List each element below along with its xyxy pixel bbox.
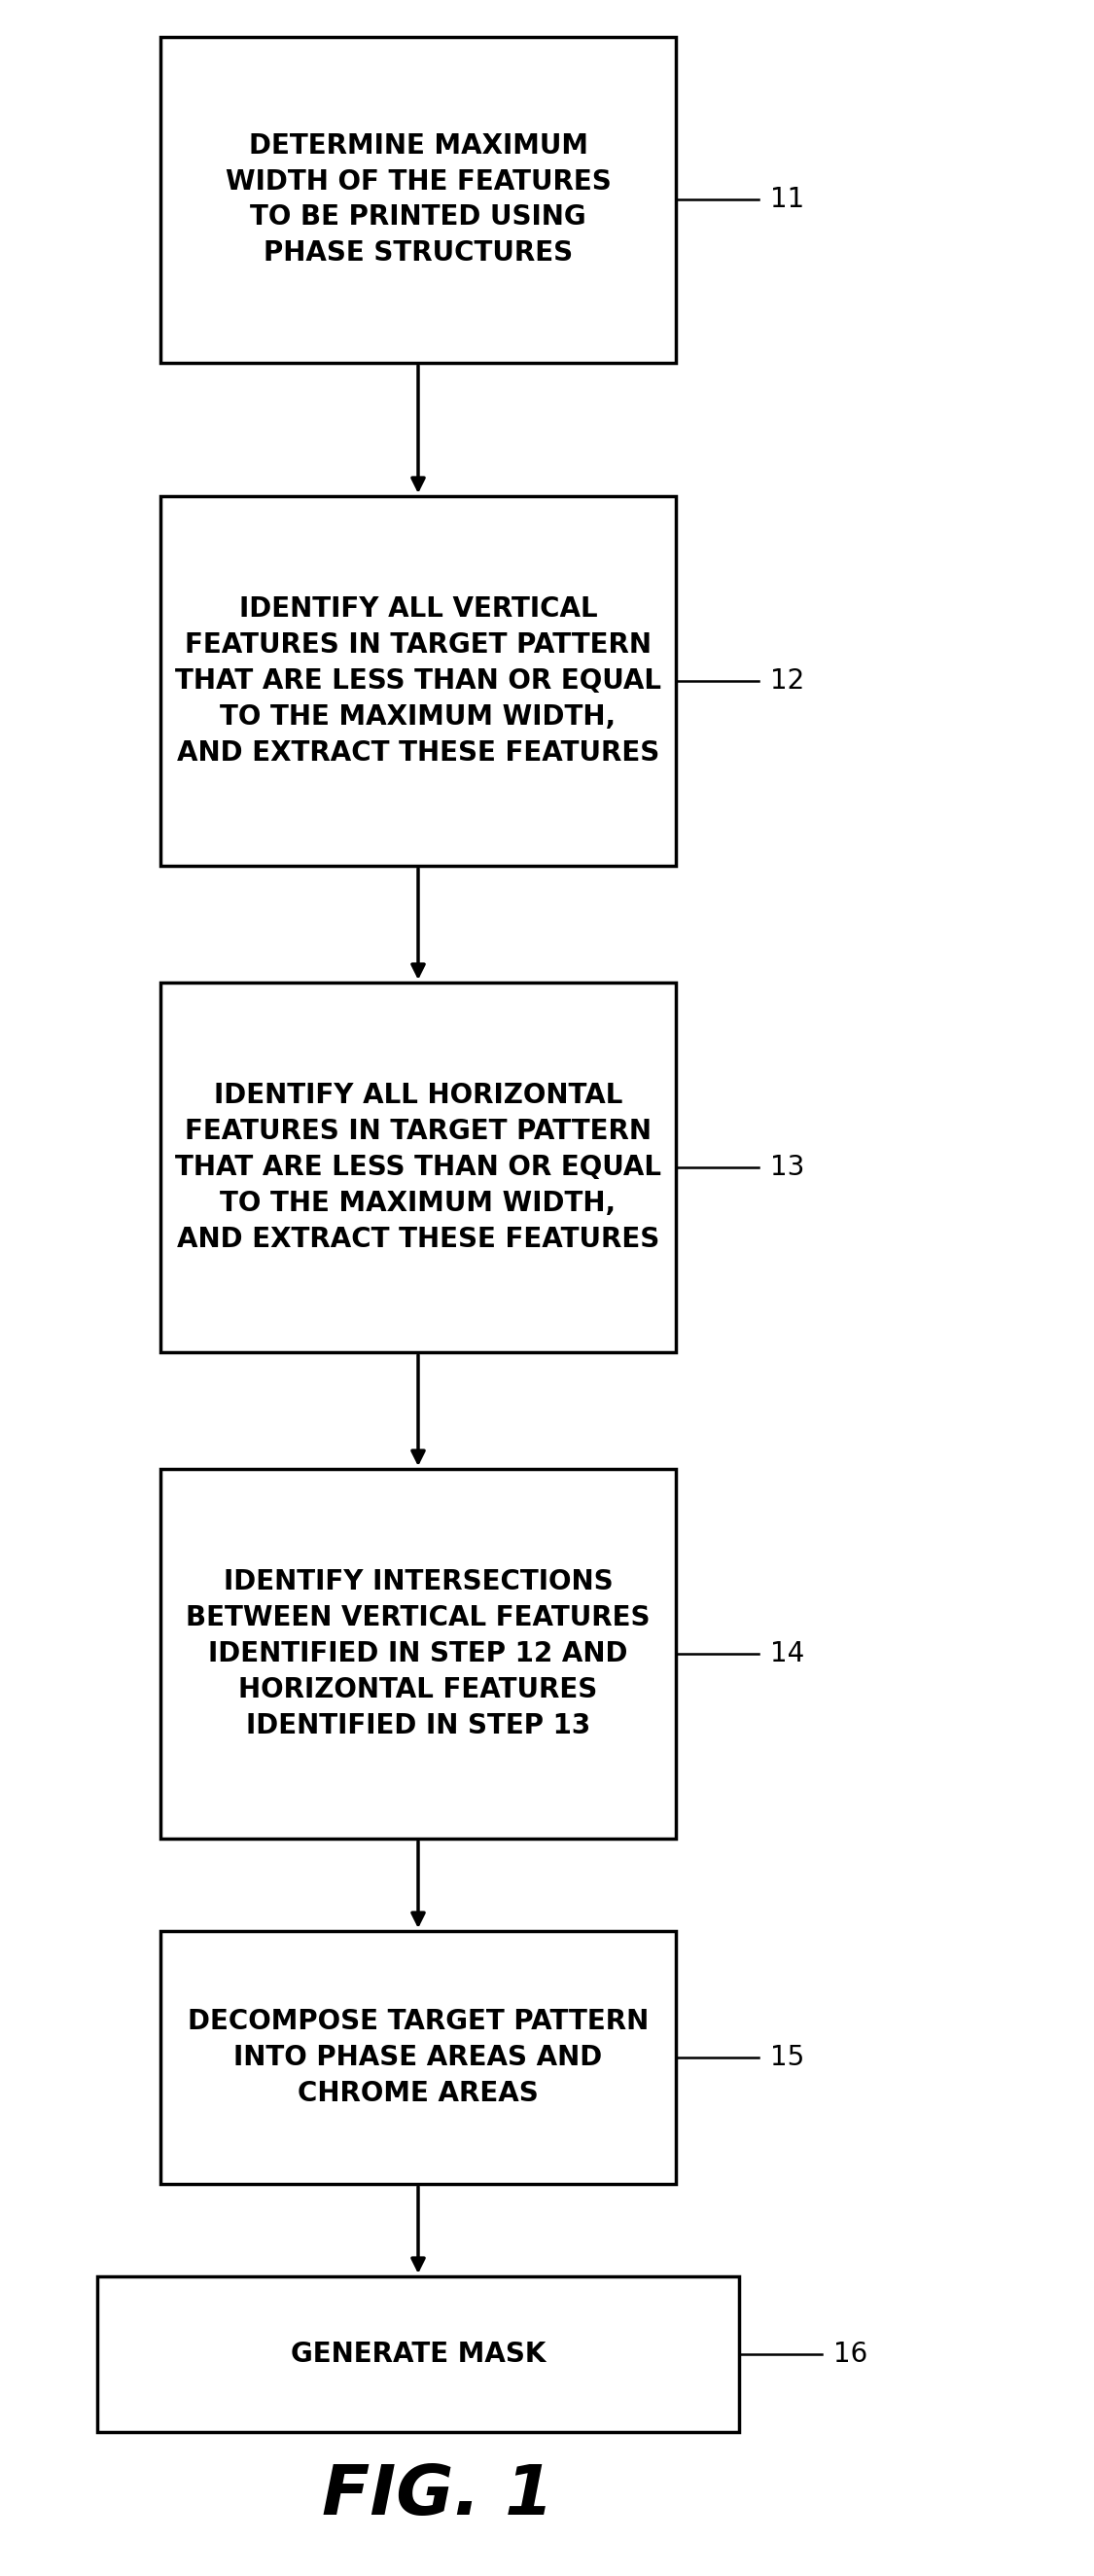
Bar bbox=[161, 36, 676, 363]
Text: GENERATE MASK: GENERATE MASK bbox=[291, 2342, 546, 2367]
Text: DECOMPOSE TARGET PATTERN
INTO PHASE AREAS AND
CHROME AREAS: DECOMPOSE TARGET PATTERN INTO PHASE AREA… bbox=[187, 2009, 649, 2107]
Bar bbox=[161, 1468, 676, 1839]
Text: IDENTIFY ALL VERTICAL
FEATURES IN TARGET PATTERN
THAT ARE LESS THAN OR EQUAL
TO : IDENTIFY ALL VERTICAL FEATURES IN TARGET… bbox=[175, 595, 661, 765]
Text: 15: 15 bbox=[770, 2043, 804, 2071]
Text: DETERMINE MAXIMUM
WIDTH OF THE FEATURES
TO BE PRINTED USING
PHASE STRUCTURES: DETERMINE MAXIMUM WIDTH OF THE FEATURES … bbox=[225, 131, 612, 268]
Text: IDENTIFY ALL HORIZONTAL
FEATURES IN TARGET PATTERN
THAT ARE LESS THAN OR EQUAL
T: IDENTIFY ALL HORIZONTAL FEATURES IN TARG… bbox=[175, 1082, 661, 1252]
Bar bbox=[161, 497, 676, 866]
Text: 13: 13 bbox=[770, 1154, 804, 1180]
Text: 16: 16 bbox=[834, 2342, 868, 2367]
Bar bbox=[97, 2277, 740, 2432]
Text: 11: 11 bbox=[770, 185, 804, 214]
Text: 12: 12 bbox=[770, 667, 804, 696]
Text: FIG. 1: FIG. 1 bbox=[322, 2463, 554, 2530]
Text: 14: 14 bbox=[770, 1641, 804, 1667]
Bar bbox=[161, 981, 676, 1352]
Text: IDENTIFY INTERSECTIONS
BETWEEN VERTICAL FEATURES
IDENTIFIED IN STEP 12 AND
HORIZ: IDENTIFY INTERSECTIONS BETWEEN VERTICAL … bbox=[186, 1569, 650, 1739]
Bar bbox=[161, 1932, 676, 2184]
